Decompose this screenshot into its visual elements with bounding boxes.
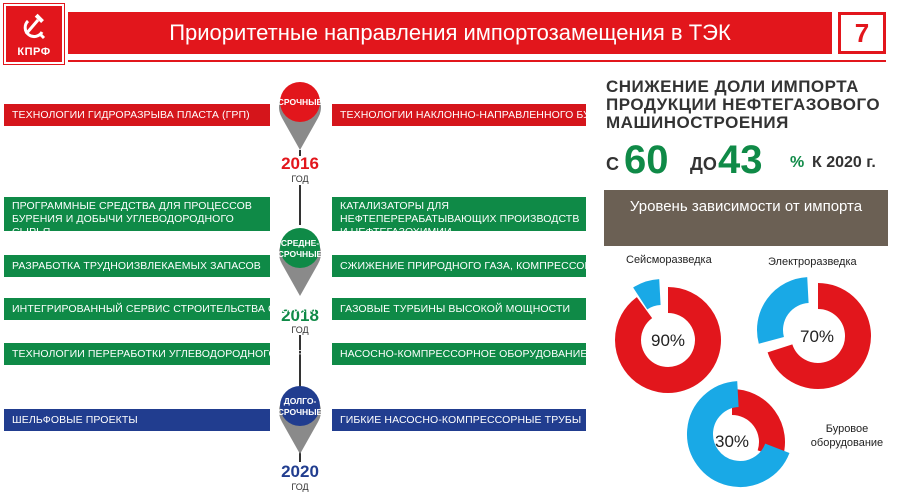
logo-text: КПРФ xyxy=(17,46,51,58)
page-number-box: 7 xyxy=(838,12,886,54)
donut-slice-dependent-drilling xyxy=(731,389,785,459)
donut-slice-independent-seismic xyxy=(633,279,662,310)
dependency-title: Уровень зависимости от импорта xyxy=(629,198,863,215)
mid-item-left-2: Разработка трудноизвлекаемых запасов xyxy=(4,255,270,277)
pin-label-line1: СРЕДНЕ- xyxy=(280,238,320,248)
donut-slice-dependent-seismic xyxy=(615,287,721,393)
year-2018: 2018 xyxy=(281,306,319,325)
from-word: С xyxy=(606,154,619,174)
from-value: 60 xyxy=(624,138,669,182)
kprf-logo: КПРФ xyxy=(3,3,65,65)
mid-item-right-2: Сжижение природного газа, компрессоры xyxy=(332,255,601,277)
mid-item-left-4: Технологии переработки углеводородного с… xyxy=(4,343,318,365)
donut-label-drilling: Буровое оборудование xyxy=(802,422,892,450)
donut-label-electro: Электроразведка xyxy=(768,256,857,268)
import-reduction-values: С 60 ДО 43 % К 2020 г. xyxy=(604,140,894,180)
donut-pct-drilling: 30% xyxy=(714,432,750,451)
timeline-line-1 xyxy=(299,150,301,156)
pin-marker-icon xyxy=(279,228,321,296)
year-sub: ГОД xyxy=(291,174,309,184)
donut-pct-electro: 70% xyxy=(799,327,835,346)
header: КПРФ Приоритетные направления импортозам… xyxy=(0,0,900,66)
mid-item-right-4: Насосно-компрессорное оборудование xyxy=(332,343,587,365)
urgent-item-left: Технологии гидроразрыва пласта (ГРП) xyxy=(4,104,270,126)
timeline-pin-urgent: СРОЧНЫЕ xyxy=(274,76,326,152)
mid-item-right-3: Газовые турбины высокой мощности xyxy=(332,298,586,320)
timeline-pin-long: ДОЛГО- СРОЧНЫЕ xyxy=(274,380,326,456)
pin-label-line2: СРОЧНЫЕ xyxy=(277,249,323,259)
donut-slice-independent-drilling xyxy=(687,381,790,487)
pin-marker-icon xyxy=(279,82,321,150)
timeline-line-4 xyxy=(299,450,301,462)
timeline-pin-mid: СРЕДНЕ- СРОЧНЫЕ xyxy=(274,222,326,298)
mid-item-left-3: Интегрированный сервис строительства скв… xyxy=(4,298,321,320)
mid-item-left-1: Программные средства для процессов бурен… xyxy=(4,197,270,238)
mid-item-right-1: Катализаторы для нефтеперерабатывающих п… xyxy=(332,197,586,238)
header-divider xyxy=(68,60,886,62)
page-number: 7 xyxy=(854,18,870,48)
timeline-line-3 xyxy=(299,335,301,395)
long-item-right: Гибкие насосно-компрессорные трубы xyxy=(332,409,586,431)
year-2016: 2016 xyxy=(281,154,319,173)
to-word: ДО xyxy=(690,154,717,174)
donut-pct-seismic: 90% xyxy=(650,331,686,350)
to-value: 43 xyxy=(718,138,763,182)
dependency-donut-charts xyxy=(615,277,871,487)
urgent-item-right: Технологии наклонно-направленного бурени… xyxy=(332,104,627,126)
pin-label-line2: СРОЧНЫЕ xyxy=(277,407,323,417)
donut-slice-dependent-electro xyxy=(767,283,871,389)
dependency-title-box: Уровень зависимости от импорта xyxy=(604,190,888,246)
hammer-sickle-icon xyxy=(23,13,46,40)
by-year: К 2020 г. xyxy=(812,154,876,171)
year-sub: ГОД xyxy=(291,482,309,492)
year-2020: 2020 xyxy=(281,462,319,481)
year-sub: ГОД xyxy=(291,325,309,335)
donut-label-seismic: Сейсморазведка xyxy=(626,254,712,266)
long-item-left: Шельфовые проекты xyxy=(4,409,270,431)
pin-marker-icon xyxy=(279,386,321,454)
import-reduction-title: СНИЖЕНИЕ ДОЛИ ИМПОРТА ПРОДУКЦИИ НЕФТЕГАЗ… xyxy=(606,77,881,132)
donut-slice-independent-electro xyxy=(757,277,810,344)
pin-label: СРОЧНЫЕ xyxy=(277,97,323,107)
title-bar: Приоритетные направления импортозамещени… xyxy=(68,12,832,54)
page-title: Приоритетные направления импортозамещени… xyxy=(169,20,731,45)
pin-label-line1: ДОЛГО- xyxy=(283,396,317,406)
donut-label-drilling-text: Буровое оборудование xyxy=(810,423,884,449)
percent-sign: % xyxy=(790,154,805,171)
timeline-line-2 xyxy=(299,185,301,225)
